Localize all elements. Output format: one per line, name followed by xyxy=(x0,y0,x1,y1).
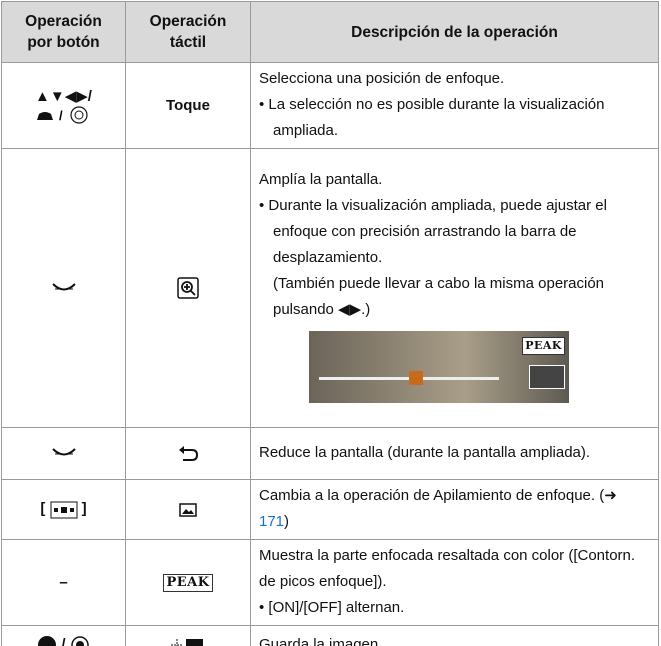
row: ▲▼◀▶/ / Toque Selecciona una posición de… xyxy=(1,62,659,149)
description: Muestra la parte enfocada resaltada con … xyxy=(259,547,636,590)
peak-icon: PEAK xyxy=(163,574,213,592)
joystick-icon xyxy=(71,636,89,646)
zoom-icon xyxy=(177,277,199,299)
button-cell xyxy=(1,148,126,428)
row: – PEAK Muestra la parte enfocada resalta… xyxy=(1,539,659,626)
header-cell: Operación táctil xyxy=(125,1,251,63)
header-cell: Operación por botón xyxy=(1,1,126,63)
bullet: • [ON]/[OFF] alternan. xyxy=(259,599,405,616)
touch-cell: Toque xyxy=(125,62,251,149)
description-end: ) xyxy=(284,513,290,530)
dial-icons: / xyxy=(36,105,88,124)
button-cell xyxy=(1,427,126,480)
bullet: • La selección no es posible durante la … xyxy=(259,96,605,139)
bullet: • Durante la visualización ampliada, pue… xyxy=(259,196,607,266)
dial-icon xyxy=(51,448,76,456)
description: Reduce la pantalla (durante la pantalla … xyxy=(259,444,591,461)
touch-cell xyxy=(125,625,251,646)
button-cell: – xyxy=(1,539,126,626)
focus-icon xyxy=(50,501,77,519)
stack-icon xyxy=(179,503,197,517)
button-cell: [ ] xyxy=(1,479,126,540)
description-cell: Amplía la pantalla. • Durante la visuali… xyxy=(250,148,659,428)
illustration: PEAK xyxy=(309,330,569,403)
description: Guarda la imagen. xyxy=(259,635,383,646)
button-cell: ▲▼◀▶/ / xyxy=(1,62,126,149)
svg-text:/: / xyxy=(59,108,63,123)
peak-label: PEAK xyxy=(522,336,565,355)
header-row: Operación por botón Operación táctil Des… xyxy=(1,1,659,63)
row: Reduce la pantalla (durante la pantalla … xyxy=(1,427,659,480)
header-cell: Descripción de la operación xyxy=(250,1,659,63)
separator: / xyxy=(61,635,66,646)
description-cell: Selecciona una posición de enfoque. • La… xyxy=(250,62,659,149)
touch-cell xyxy=(125,427,251,480)
row: [ ] Cambia a la operación de Apilamiento… xyxy=(1,479,659,540)
description: Cambia a la operación de Apilamiento de … xyxy=(259,487,617,504)
button-text: ▲▼◀▶/ xyxy=(35,87,92,105)
bullet-text: La selección no es posible durante la vi… xyxy=(268,96,605,139)
page-link[interactable]: 171 xyxy=(259,513,285,530)
save-icon xyxy=(171,639,203,646)
description-cell: Guarda la imagen. xyxy=(250,625,659,646)
description: Amplía la pantalla. xyxy=(259,170,383,188)
description-cell: Cambia a la operación de Apilamiento de … xyxy=(250,479,659,540)
return-icon xyxy=(179,446,199,462)
touch-cell xyxy=(125,148,251,428)
menu-icon xyxy=(38,636,57,646)
bullet-text: Durante la visualización ampliada, puede… xyxy=(268,196,607,266)
dial-icon xyxy=(51,282,76,291)
bullet-text: [ON]/[OFF] alternan. xyxy=(268,599,405,616)
description: Selecciona una posición de enfoque. xyxy=(259,70,505,87)
bracket: ] xyxy=(81,500,87,518)
row: / Guarda la imagen. xyxy=(1,625,659,646)
button-cell: / xyxy=(1,625,126,646)
description-cell: Reduce la pantalla (durante la pantalla … xyxy=(250,427,659,480)
note: (También puede llevar a cabo la misma op… xyxy=(273,274,605,318)
bracket: [ xyxy=(40,500,46,518)
touch-cell xyxy=(125,479,251,540)
row: Amplía la pantalla. • Durante la visuali… xyxy=(1,148,659,428)
description-cell: Muestra la parte enfocada resaltada con … xyxy=(250,539,659,626)
touch-cell: PEAK xyxy=(125,539,251,626)
